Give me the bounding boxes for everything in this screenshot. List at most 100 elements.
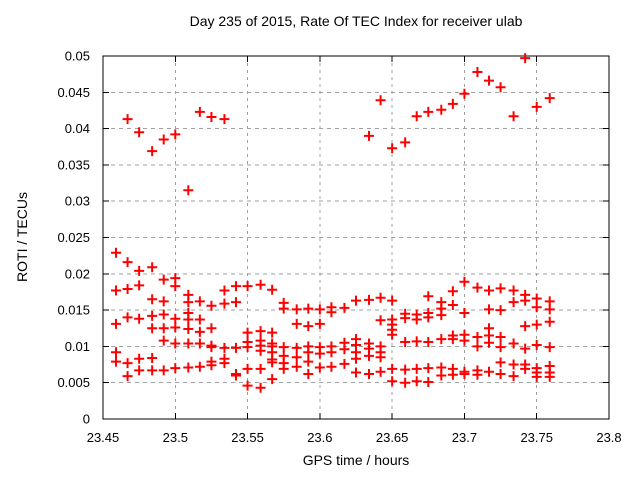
y-tick-label: 0.01: [65, 339, 90, 354]
data-point-marker: [134, 265, 145, 276]
data-point-marker: [206, 342, 217, 353]
data-point-marker: [314, 348, 325, 359]
data-point-marker: [423, 312, 434, 323]
data-point-marker: [147, 310, 158, 321]
data-point-marker: [436, 104, 447, 115]
data-point-marker: [147, 365, 158, 376]
data-point-marker: [291, 304, 302, 315]
data-point-marker: [364, 130, 375, 141]
y-tick-label: 0.005: [57, 375, 90, 390]
chart-title: Day 235 of 2015, Rate Of TEC Index for r…: [189, 13, 523, 29]
data-point-marker: [400, 364, 411, 375]
data-point-marker: [400, 377, 411, 388]
data-point-marker: [447, 98, 458, 109]
data-point-marker: [147, 323, 158, 334]
data-point-marker: [111, 347, 122, 358]
data-point-marker: [472, 282, 483, 293]
data-point-marker: [436, 310, 447, 321]
data-point-marker: [447, 300, 458, 311]
data-point-marker: [170, 338, 181, 349]
data-point-marker: [158, 323, 169, 334]
data-point-marker: [183, 338, 194, 349]
data-point-marker: [411, 363, 422, 374]
data-point-marker: [255, 382, 266, 393]
data-point-marker: [170, 322, 181, 333]
data-point-marker: [158, 365, 169, 376]
data-point-marker: [183, 185, 194, 196]
data-point-marker: [158, 309, 169, 320]
data-point-marker: [544, 316, 555, 327]
data-point-marker: [339, 344, 350, 355]
data-point-marker: [242, 327, 253, 338]
data-point-marker: [495, 357, 506, 368]
y-tick-label: 0.04: [65, 121, 90, 136]
data-point-marker: [255, 345, 266, 356]
data-point-marker: [134, 280, 145, 291]
data-point-marker: [472, 369, 483, 380]
data-point-marker: [484, 337, 495, 348]
data-point-marker: [508, 359, 519, 370]
data-point-marker: [303, 321, 314, 332]
data-point-marker: [508, 371, 519, 382]
data-point-marker: [303, 368, 314, 379]
data-point-marker: [111, 247, 122, 258]
data-point-marker: [508, 111, 519, 122]
data-point-marker: [231, 342, 242, 353]
y-tick-label: 0.02: [65, 266, 90, 281]
data-point-marker: [544, 371, 555, 382]
data-point-marker: [219, 298, 230, 309]
data-point-marker: [314, 304, 325, 315]
data-point-marker: [291, 361, 302, 372]
data-point-marker: [495, 342, 506, 353]
y-tick-label: 0.03: [65, 194, 90, 209]
y-tick-label: 0.05: [65, 49, 90, 64]
data-point-marker: [242, 363, 253, 374]
data-point-marker: [508, 338, 519, 349]
x-tick-label: 23.6: [307, 430, 332, 445]
data-point-marker: [291, 352, 302, 363]
data-point-marker: [278, 342, 289, 353]
data-point-marker: [423, 337, 434, 348]
data-point-marker: [219, 342, 230, 353]
data-point-marker: [411, 111, 422, 122]
data-point-marker: [111, 285, 122, 296]
data-point-marker: [111, 318, 122, 329]
data-point-marker: [459, 335, 470, 346]
data-point-marker: [520, 295, 531, 306]
data-point-marker: [314, 362, 325, 373]
data-point-marker: [278, 303, 289, 314]
data-point-marker: [375, 352, 386, 363]
data-point-marker: [364, 350, 375, 361]
data-point-marker: [122, 371, 133, 382]
data-point-marker: [326, 307, 337, 318]
data-point-marker: [495, 82, 506, 93]
data-point-marker: [267, 327, 278, 338]
data-point-marker: [122, 284, 133, 295]
data-point-marker: [326, 347, 337, 358]
data-point-marker: [400, 137, 411, 148]
data-point-marker: [134, 313, 145, 324]
data-point-marker: [194, 106, 205, 117]
data-point-marker: [194, 314, 205, 325]
data-point-marker: [147, 353, 158, 364]
data-point-marker: [122, 358, 133, 369]
data-point-marker: [147, 294, 158, 305]
data-point-marker: [531, 319, 542, 330]
data-point-marker: [520, 343, 531, 354]
data-point-marker: [255, 363, 266, 374]
x-tick-label: 23.5: [163, 430, 188, 445]
data-point-marker: [339, 302, 350, 313]
data-point-marker: [411, 376, 422, 387]
data-point-marker: [411, 314, 422, 325]
data-point-marker: [375, 95, 386, 106]
x-tick-label: 23.8: [596, 430, 621, 445]
data-point-marker: [531, 293, 542, 304]
data-point-marker: [291, 318, 302, 329]
data-point-marker: [242, 281, 253, 292]
data-point-marker: [484, 75, 495, 86]
data-point-marker: [484, 304, 495, 315]
data-point-marker: [267, 284, 278, 295]
data-point-marker: [122, 312, 133, 323]
data-point-marker: [387, 363, 398, 374]
data-point-marker: [134, 353, 145, 364]
